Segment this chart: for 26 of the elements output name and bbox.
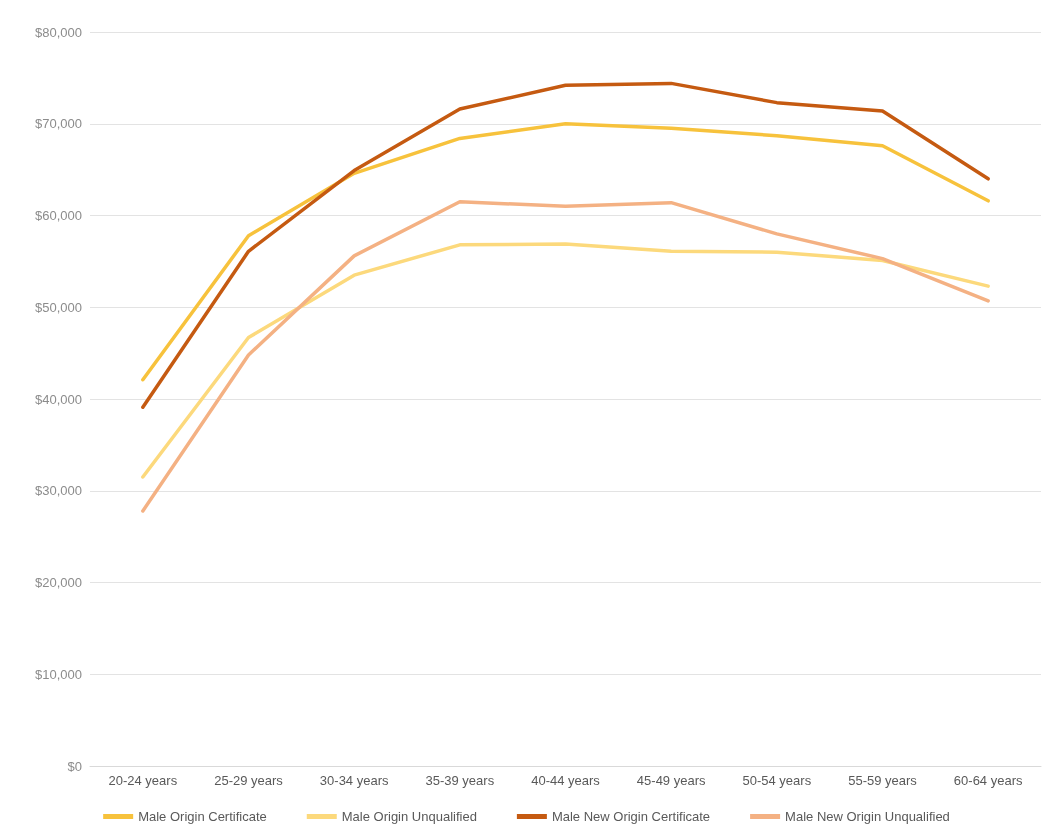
y-tick-label: $10,000 — [35, 666, 82, 682]
y-tick-label: $70,000 — [35, 116, 82, 132]
x-tick-label: 50-54 years — [742, 773, 812, 788]
x-tick-label: 30-34 years — [319, 773, 389, 788]
x-tick-label: 60-64 years — [953, 773, 1023, 788]
y-tick-label: $0 — [67, 758, 82, 774]
legend-label: Male Origin Certificate — [138, 809, 267, 824]
y-tick-label: $80,000 — [35, 24, 82, 40]
x-tick-label: 45-49 years — [636, 773, 706, 788]
x-tick-label: 40-44 years — [531, 773, 601, 788]
line-series — [141, 199, 990, 513]
x-tick-label: 55-59 years — [848, 773, 918, 788]
legend-label: Male New Origin Certificate — [551, 809, 711, 824]
legend-label: Male New Origin Unqualified — [785, 809, 950, 824]
y-tick-label: $40,000 — [35, 391, 82, 407]
x-tick-label: 25-29 years — [214, 773, 284, 788]
y-tick-label: $50,000 — [35, 299, 82, 315]
x-tick-label: 35-39 years — [425, 773, 495, 788]
line-series — [141, 242, 990, 479]
x-tick-label: 20-24 years — [108, 773, 178, 788]
line-series — [141, 122, 990, 382]
legend-label: Male Origin Unqualified — [341, 809, 477, 824]
y-tick-label: $20,000 — [35, 575, 82, 590]
y-tick-label: $30,000 — [35, 483, 82, 499]
y-tick-label: $60,000 — [35, 208, 82, 223]
line-series — [141, 81, 990, 410]
